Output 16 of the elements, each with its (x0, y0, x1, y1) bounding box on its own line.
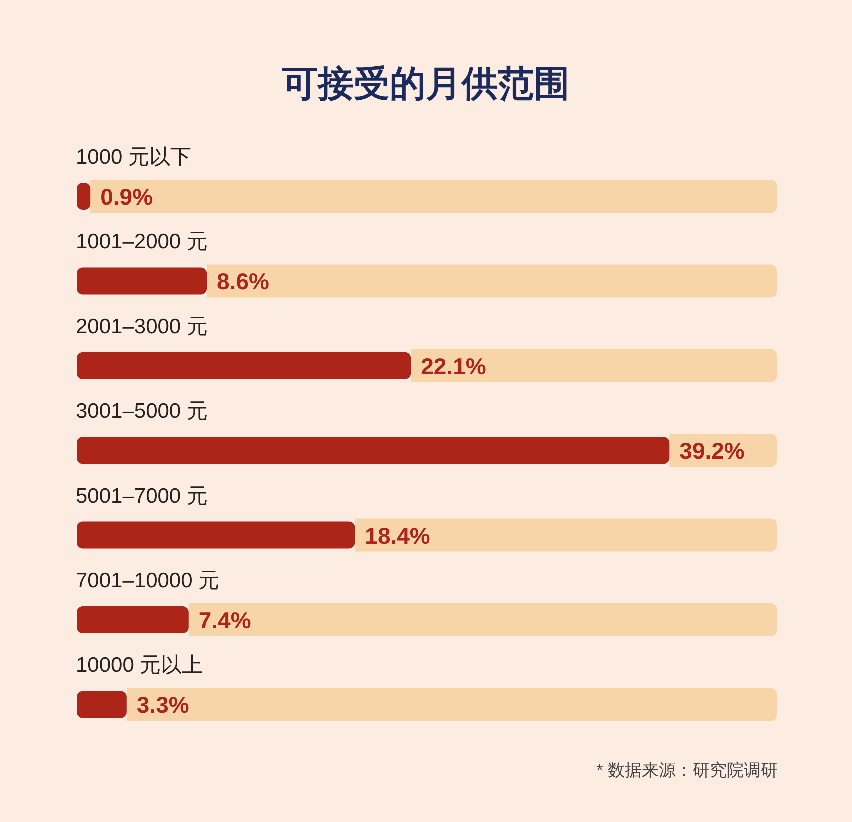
category-label: 2001–3000 元 (76, 315, 208, 338)
annotation: * 数据来源：研究院调研 (596, 761, 778, 780)
category-label: 3001–5000 元 (76, 400, 208, 424)
title: 可接受的月供范围 (282, 63, 570, 104)
data-label: 8.6% (217, 268, 270, 295)
data-label: 18.4% (365, 522, 430, 549)
category-label: 1001–2000 元 (76, 230, 208, 254)
category-label: 7001–10000 元 (76, 570, 220, 592)
data-label: 7.4% (198, 608, 252, 634)
data-label: 0.9% (100, 184, 154, 210)
data-label: 39.2% (680, 438, 745, 464)
category-label: 5001–7000 元 (76, 484, 208, 508)
category-label: 10000 元以上 (76, 654, 204, 678)
category-label: 1000 元以下 (76, 146, 192, 169)
data-label: 3.3% (136, 692, 190, 718)
data-label: 22.1% (421, 353, 486, 380)
